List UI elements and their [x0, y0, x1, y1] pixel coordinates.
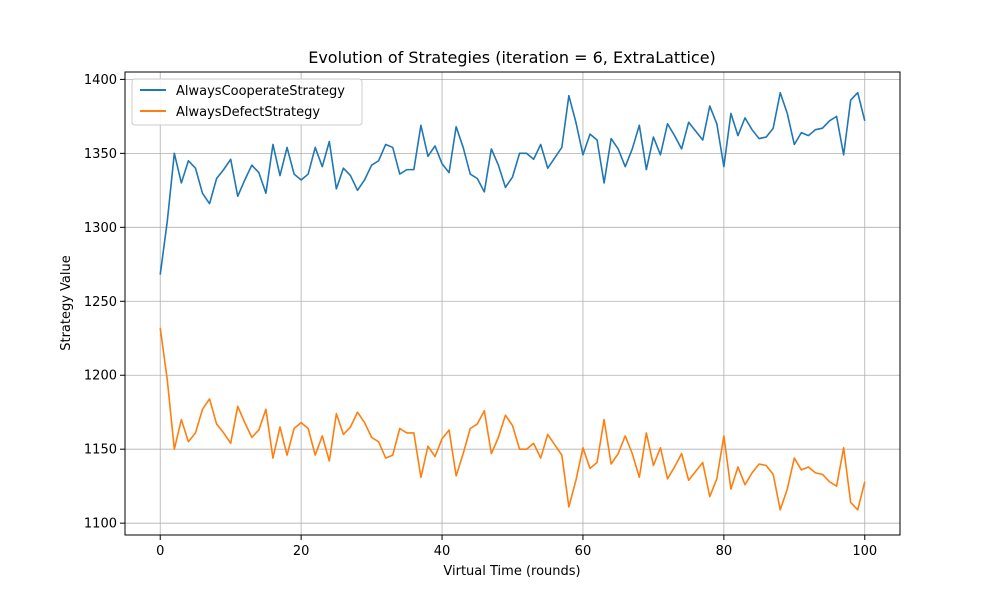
y-tick-label: 1300 [84, 221, 117, 236]
chart-title: Evolution of Strategies (iteration = 6, … [308, 48, 716, 67]
legend-label-cooperate: AlwaysCooperateStrategy [176, 84, 345, 99]
y-tick-label: 1400 [84, 73, 117, 88]
y-tick-label: 1200 [84, 369, 117, 384]
series-line-defect [159, 327, 866, 511]
y-tick-label: 1100 [84, 517, 117, 532]
x-tick-label: 0 [156, 544, 164, 559]
grid [125, 72, 900, 535]
y-axis-title: Strategy Value [59, 255, 74, 351]
y-tick-label: 1250 [84, 295, 117, 310]
legend-label-defect: AlwaysDefectStrategy [176, 105, 320, 120]
series-line-cooperate [159, 91, 866, 275]
x-tick-label: 40 [434, 544, 451, 559]
legend-box [131, 78, 363, 126]
y-tick-label: 1150 [84, 443, 117, 458]
x-tick-label: 60 [575, 544, 592, 559]
x-tick-label: 100 [852, 544, 877, 559]
series-lines [159, 91, 866, 511]
ticks: 0 20 40 60 80 100 1100 1150 1200 1250 1300 1350 1400 [84, 73, 877, 559]
y-tick-label: 1350 [84, 147, 117, 162]
plot-frame [124, 71, 901, 536]
x-tick-label: 20 [293, 544, 310, 559]
x-tick-label: 80 [716, 544, 733, 559]
legend: AlwaysCooperateStrategy AlwaysDefectStra… [131, 78, 363, 126]
x-axis-title: Virtual Time (rounds) [443, 564, 580, 579]
